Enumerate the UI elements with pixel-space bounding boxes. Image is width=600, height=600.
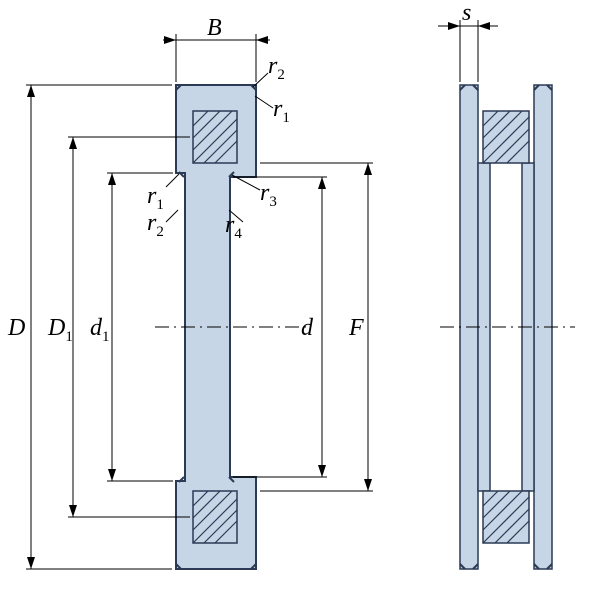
svg-text:r4: r4 <box>225 212 242 242</box>
label-r1-ul-sub: 1 <box>156 197 164 213</box>
svg-text:D1: D1 <box>47 315 73 345</box>
svg-text:d1: d1 <box>90 315 110 345</box>
label-d: d <box>301 315 314 341</box>
label-r1-ur-sub: 1 <box>282 110 290 126</box>
label-r3-sub: 3 <box>269 194 277 210</box>
svg-text:r2: r2 <box>147 210 164 240</box>
label-r4-sub: 4 <box>234 226 242 242</box>
label-F: F <box>348 315 364 341</box>
svg-text:r3: r3 <box>260 180 277 210</box>
label-r2-ur-sub: 2 <box>277 67 285 83</box>
svg-text:r1: r1 <box>147 183 164 213</box>
label-B: B <box>207 15 222 41</box>
svg-text:r2: r2 <box>268 53 285 83</box>
label-D1-sub: 1 <box>65 329 73 345</box>
label-D1: D <box>47 315 65 341</box>
label-D: D <box>7 315 25 341</box>
label-d1-sub: 1 <box>102 329 110 345</box>
label-r2-ul-sub: 2 <box>156 224 164 240</box>
svg-text:r1: r1 <box>273 96 290 126</box>
label-s: s <box>462 0 471 26</box>
